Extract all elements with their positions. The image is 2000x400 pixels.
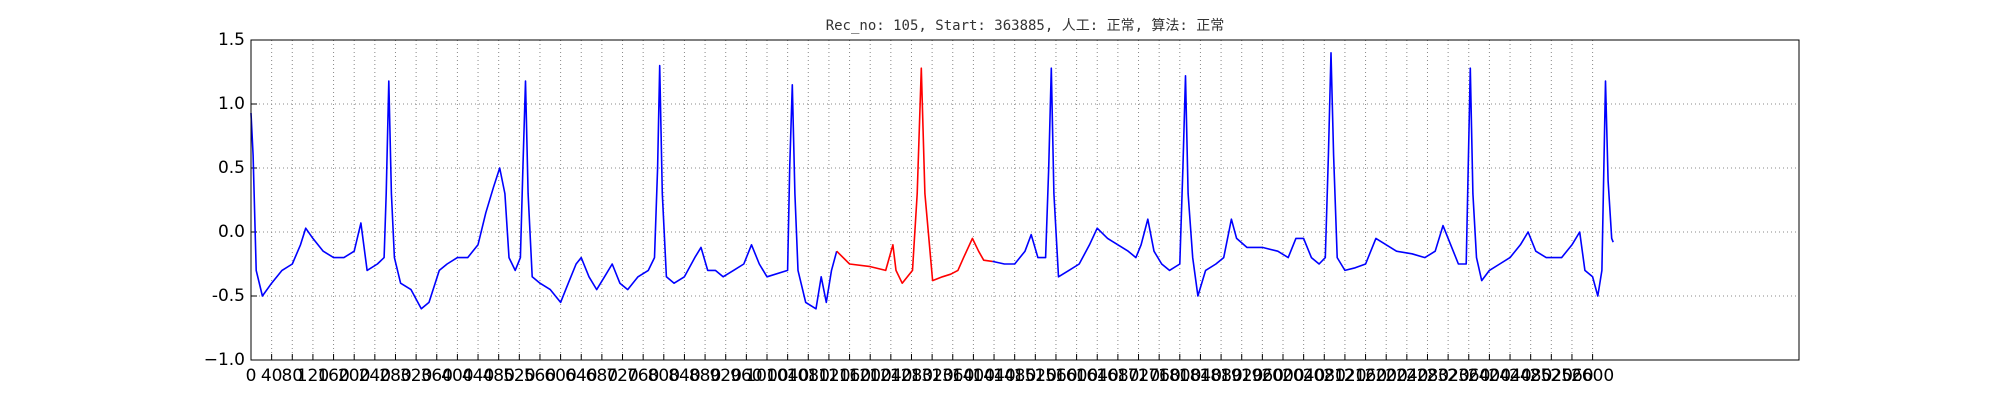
x-tick-label: 1680: [1096, 366, 1139, 386]
x-tick-label: 360: [421, 366, 453, 386]
x-tick-label: 1360: [931, 366, 974, 386]
x-tick-label: 1200: [849, 366, 892, 386]
x-tick-label: 440: [462, 366, 494, 386]
x-tick-label: 1640: [1076, 366, 1119, 386]
x-tick-label: 2440: [1488, 366, 1531, 386]
x-tick-label: 720: [606, 366, 638, 386]
x-tick-label: 2040: [1282, 366, 1325, 386]
x-tick-label: 800: [648, 366, 680, 386]
x-tick-label: 1440: [972, 366, 1015, 386]
x-tick-label: 1760: [1138, 366, 1181, 386]
x-tick-label: 1880: [1199, 366, 1242, 386]
y-tick-label: 1.0: [218, 94, 245, 114]
x-tick-label: 1560: [1034, 366, 1077, 386]
x-tick-label: 560: [524, 366, 556, 386]
x-tick-label: 2320: [1426, 366, 1469, 386]
x-tick-label: 2240: [1385, 366, 1428, 386]
x-tick-label: 1480: [993, 366, 1036, 386]
x-tick-label: 1000: [745, 366, 788, 386]
x-tick-label: 2480: [1509, 366, 1552, 386]
y-tick-label: 0.5: [218, 158, 245, 178]
x-tick-label: 280: [379, 366, 411, 386]
x-tick-label: 760: [627, 366, 659, 386]
x-tick-label: 2280: [1406, 366, 1449, 386]
x-tick-label: 2120: [1323, 366, 1366, 386]
x-tick-label: 1160: [828, 366, 871, 386]
y-tick-label: 0.0: [218, 222, 245, 242]
x-tick-label: 840: [668, 366, 700, 386]
x-tick-label: 1720: [1117, 366, 1160, 386]
x-tick-label: 80: [281, 366, 303, 386]
x-tick-label: 1400: [952, 366, 995, 386]
x-tick-label: 1120: [807, 366, 850, 386]
chart-title: Rec_no: 105, Start: 363885, 人工: 正常, 算法: …: [826, 18, 1225, 34]
y-tick-label: 1.5: [218, 30, 245, 50]
x-tick-label: 520: [503, 366, 535, 386]
x-tick-label: 1280: [890, 366, 933, 386]
x-tick-label: 0: [246, 366, 257, 386]
x-tick-label: 1520: [1014, 366, 1057, 386]
x-tick-label: 1840: [1179, 366, 1222, 386]
x-tick-label: 2400: [1468, 366, 1511, 386]
x-tick-label: 400: [441, 366, 473, 386]
x-tick-label: 1080: [787, 366, 830, 386]
x-tick-label: 2000: [1261, 366, 1304, 386]
plot-frame: [250, 39, 1800, 361]
x-tick-label: 1600: [1055, 366, 1098, 386]
x-tick-label: 2080: [1303, 366, 1346, 386]
y-tick-label: −1.0: [204, 350, 245, 370]
x-tick-label: 600: [544, 366, 576, 386]
x-tick-label: 200: [338, 366, 370, 386]
x-tick-label: 120: [297, 366, 329, 386]
x-tick-label: 1240: [869, 366, 912, 386]
x-tick-label: 240: [359, 366, 391, 386]
x-tick-label: 920: [709, 366, 741, 386]
x-tick-label: 960: [730, 366, 762, 386]
x-tick-label: 480: [482, 366, 514, 386]
x-tick-label: 2600: [1571, 366, 1614, 386]
x-tick-label: 1800: [1158, 366, 1201, 386]
ecg-line: [250, 52, 1614, 310]
x-tick-label: 2560: [1550, 366, 1593, 386]
y-tick-label: -0.5: [212, 286, 245, 306]
x-tick-label: 320: [400, 366, 432, 386]
x-tick-label: 160: [317, 366, 349, 386]
x-tick-label: 640: [565, 366, 597, 386]
x-tick-label: 2200: [1365, 366, 1408, 386]
x-tick-label: 1320: [910, 366, 953, 386]
x-tick-label: 40: [261, 366, 283, 386]
ecg-line: [836, 67, 993, 284]
x-tick-label: 880: [689, 366, 721, 386]
x-tick-label: 1040: [766, 366, 809, 386]
x-tick-label: 1960: [1241, 366, 1284, 386]
x-tick-label: 2360: [1447, 366, 1490, 386]
x-tick-label: 2520: [1530, 366, 1573, 386]
x-tick-label: 680: [586, 366, 618, 386]
x-tick-label: 2160: [1344, 366, 1387, 386]
x-tick-label: 1920: [1220, 366, 1263, 386]
